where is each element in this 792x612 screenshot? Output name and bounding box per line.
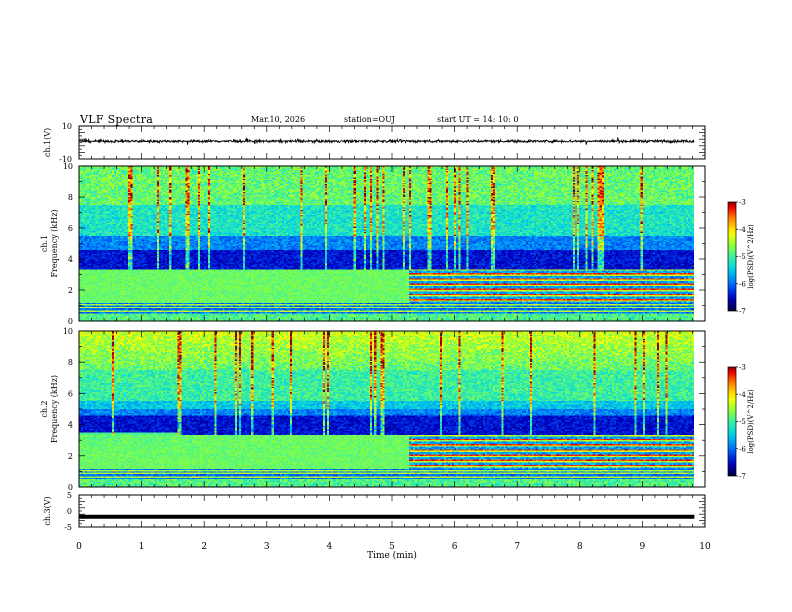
figure-title: VLF Spectra: [80, 113, 154, 126]
ch1-colorbar-tick-label: -4: [739, 226, 746, 234]
x-axis-label: Time (min): [367, 550, 417, 561]
ch1-spectrogram-ylabel: ch.1: [40, 235, 49, 252]
ch2-colorbar-tick-label: -3: [739, 364, 746, 372]
ch1-colorbar: [727, 201, 737, 312]
waveform-traces: [78, 137, 695, 519]
ch2-freq-tick-label: 8: [68, 358, 73, 367]
ch1-waveform-ylabel: ch.1(V): [43, 128, 52, 157]
ch1-freq-tick-label: 4: [68, 255, 73, 264]
ch2-colorbar-tick-label: -5: [739, 418, 746, 426]
ch2-spectrogram-ylabel: ch.2: [40, 400, 49, 417]
x-tick-label: 3: [264, 542, 270, 552]
ch3-waveform-ytick-label: 0: [67, 507, 72, 516]
ch1-freq-tick-label: 10: [63, 162, 73, 171]
ch1-freq-tick-label: 6: [68, 224, 73, 233]
ch1-waveform-ytick-label: -10: [59, 155, 72, 164]
station-label: station=OUJ: [344, 115, 395, 124]
x-tick-label: 6: [452, 542, 458, 552]
ch1-waveform-ytick-label: 10: [62, 122, 72, 131]
ch2-colorbar-tick-label: -4: [739, 391, 746, 399]
ch1-frequency-ylabel: Frequency (kHz): [50, 209, 59, 277]
ch2-colorbar-label: log(PSD)(V^2/Hz): [747, 389, 755, 454]
ch1-freq-tick-label: 0: [68, 317, 73, 326]
ch1-colorbar-tick-label: -7: [739, 308, 746, 316]
x-tick-label: 0: [76, 542, 82, 552]
ch2-colorbar-tick-label: -6: [739, 445, 746, 453]
ch1-colorbar-tick-label: -6: [739, 280, 746, 288]
x-tick-label: 1: [139, 542, 145, 552]
ch1-freq-tick-label: 2: [68, 286, 73, 295]
x-tick-label: 5: [389, 542, 395, 552]
x-tick-label: 7: [514, 542, 520, 552]
ch3-waveform-ytick-label: 5: [67, 491, 72, 500]
ch1-colorbar-label: log(PSD)(V^2/Hz): [747, 224, 755, 289]
ch2-frequency-ylabel: Frequency (kHz): [50, 375, 59, 443]
x-tick-label: 2: [201, 542, 207, 552]
ch1-colorbar-tick-label: -3: [739, 199, 746, 207]
ch2-freq-tick-label: 0: [68, 483, 73, 492]
ch1-freq-tick-label: 8: [68, 193, 73, 202]
ch2-colorbar: [727, 366, 737, 477]
start-time-label: start UT = 14: 10: 0: [437, 115, 519, 124]
colorbars: -3 -4 -5 -6 -7 log(PSD)(V^2/Hz) -3 -4 -5 -6 -7 log(…: [727, 199, 755, 481]
ch2-freq-tick-label: 2: [68, 452, 73, 461]
spectrogram-images: [79, 166, 694, 487]
ch2-spectrogram-image: [79, 331, 694, 487]
x-tick-label: 9: [640, 542, 646, 552]
ch2-freq-tick-label: 10: [63, 327, 73, 336]
x-tick-label: 4: [327, 542, 333, 552]
ch3-waveform-ytick-label: -5: [64, 523, 72, 532]
ch2-freq-tick-label: 6: [68, 389, 73, 398]
x-tick-label: 8: [577, 542, 583, 552]
x-tick-label: 10: [699, 542, 711, 552]
ch3-waveform-ylabel: ch.3(V): [43, 496, 52, 525]
ch1-spectrogram-image: [79, 166, 694, 321]
ch1-colorbar-tick-label: -5: [739, 253, 746, 261]
axis-ticks: [78, 125, 706, 528]
date-label: Mar.10, 2026: [251, 115, 306, 124]
ch2-colorbar-tick-label: -7: [739, 473, 746, 481]
ch1-waveform-trace: [78, 137, 695, 145]
ch2-freq-tick-label: 4: [68, 421, 73, 430]
